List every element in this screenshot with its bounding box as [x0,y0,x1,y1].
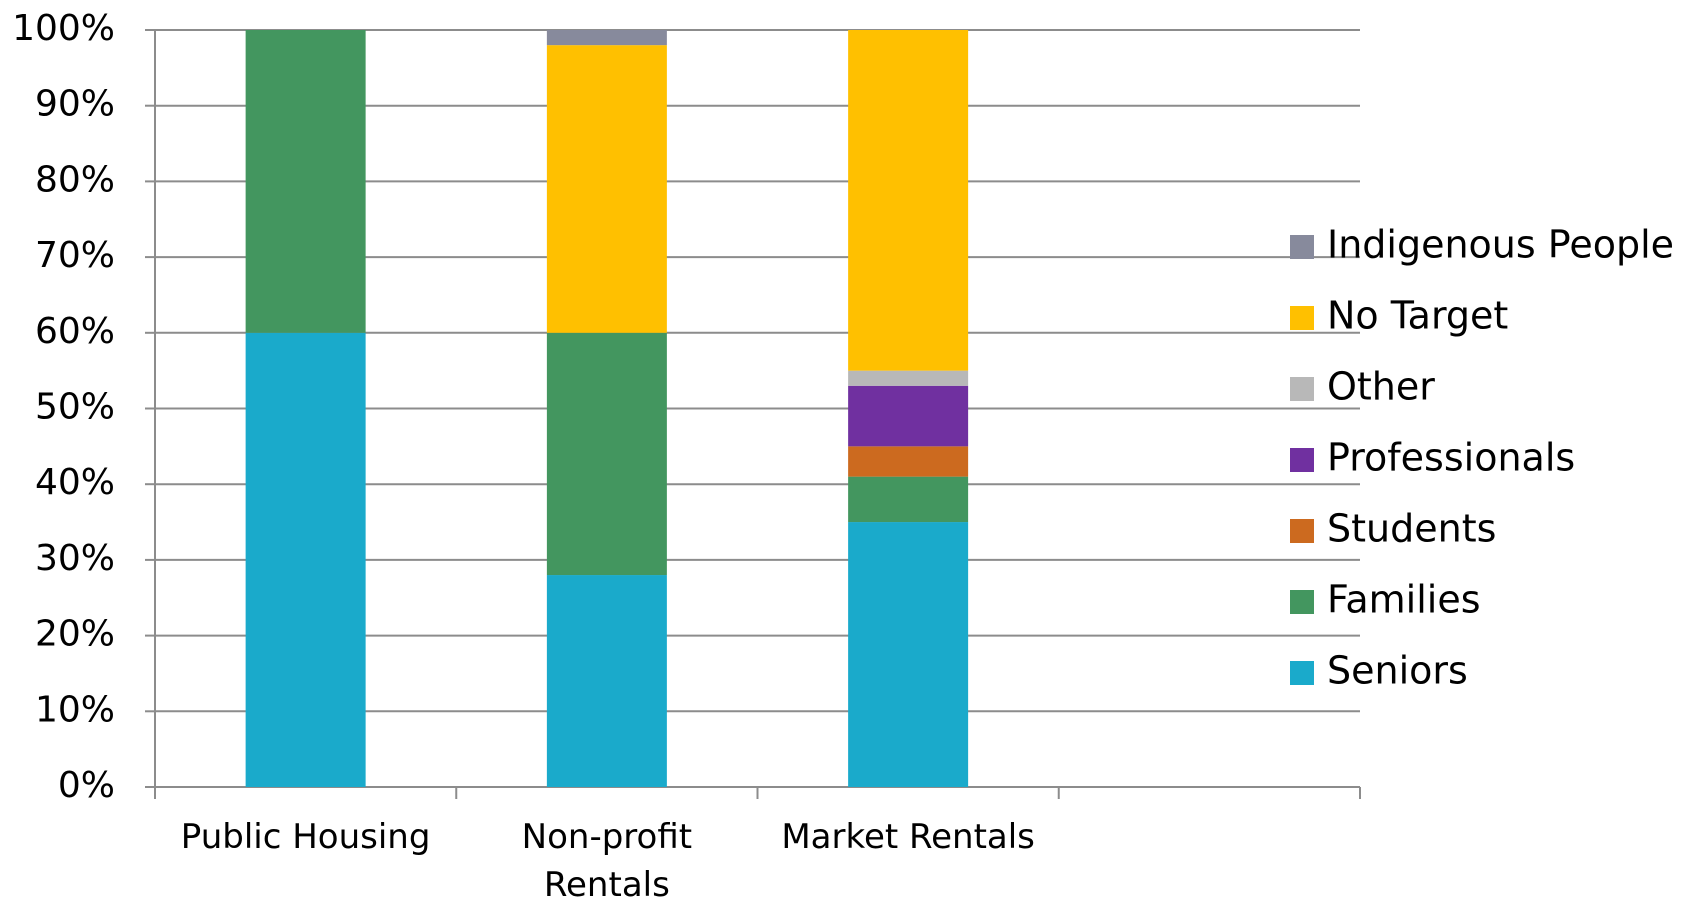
legend-swatch [1290,661,1314,685]
bar-segment [848,476,969,523]
y-tick-label: 70% [35,235,115,276]
legend-label: Families [1327,578,1481,622]
y-tick-label: 30% [35,538,115,579]
y-tick-label: 10% [35,689,115,730]
legend-label: Indigenous People [1327,223,1674,267]
bar-segment [546,332,667,576]
x-tick-label: Public Housing [180,817,431,857]
bar-segment [848,30,969,371]
bar-segment [848,522,969,787]
y-tick-label: 50% [35,387,115,428]
legend-swatch [1290,235,1314,259]
legend-swatch [1290,306,1314,330]
legend-label: No Target [1327,294,1508,338]
y-tick-label: 40% [35,462,115,503]
bar-segment [245,30,366,333]
x-tick-label: Market Rentals [781,817,1035,857]
y-tick-label: 80% [35,159,115,200]
x-tick-label: Non-profit Rentals [521,817,693,905]
legend-swatch [1290,519,1314,543]
legend-swatch [1290,377,1314,401]
legend-label: Other [1327,365,1435,409]
bar-segment [848,446,969,477]
bar-segment [848,370,969,386]
legend-label: Seniors [1327,649,1468,693]
legend-label: Professionals [1327,436,1575,480]
legend-swatch [1290,448,1314,472]
bar-segment [848,385,969,447]
bar-segment [546,30,667,46]
bar-segment [546,45,667,333]
bar-segment [245,332,366,787]
y-tick-label: 60% [35,311,115,352]
y-tick-label: 0% [58,765,115,806]
bar-segment [546,575,667,787]
legend-swatch [1290,590,1314,614]
legend-label: Students [1327,507,1496,551]
y-tick-label: 90% [35,84,115,125]
y-tick-label: 100% [12,8,115,49]
y-tick-label: 20% [35,614,115,655]
